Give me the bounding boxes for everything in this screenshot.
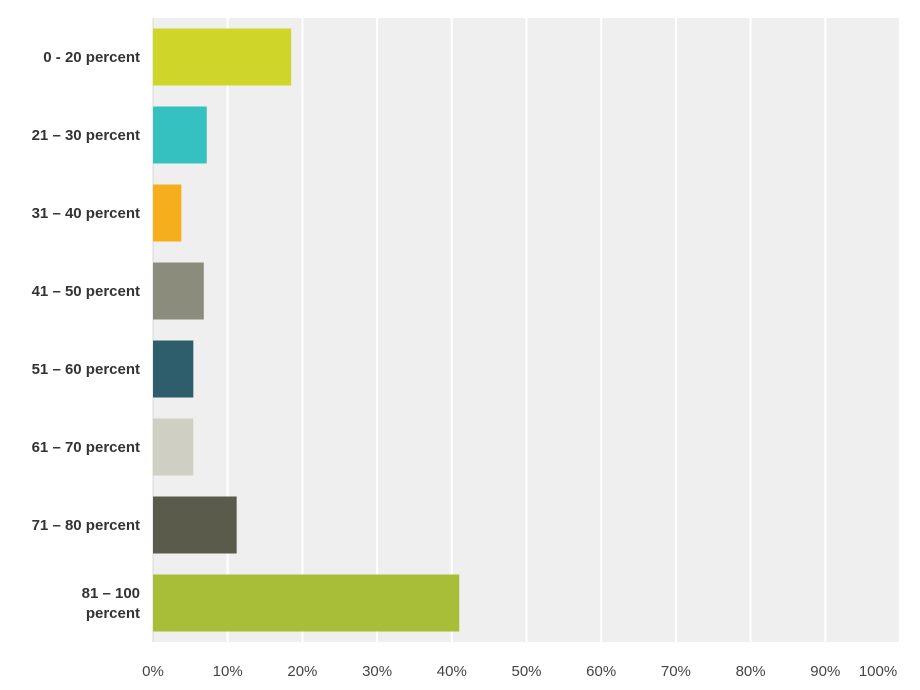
category-label-line: percent bbox=[86, 605, 140, 622]
category-label-line: 0 - 20 percent bbox=[43, 49, 140, 66]
category-label: 0 - 20 percent bbox=[43, 49, 140, 66]
x-tick-label: 60% bbox=[586, 663, 616, 680]
bar bbox=[153, 496, 237, 554]
x-tick-label: 30% bbox=[362, 663, 392, 680]
bar bbox=[153, 340, 194, 398]
category-label: 71 – 80 percent bbox=[32, 517, 140, 534]
bar bbox=[153, 418, 194, 476]
category-label: 61 – 70 percent bbox=[32, 439, 140, 456]
x-tick-label: 100% bbox=[859, 663, 897, 680]
x-tick-label: 40% bbox=[437, 663, 467, 680]
category-label: 31 – 40 percent bbox=[32, 205, 140, 222]
category-label: 21 – 30 percent bbox=[32, 127, 140, 144]
category-label-line: 21 – 30 percent bbox=[32, 127, 140, 144]
category-label-line: 31 – 40 percent bbox=[32, 205, 140, 222]
bars bbox=[153, 28, 460, 632]
category-label: 81 – 100 percent bbox=[82, 585, 140, 622]
bar bbox=[153, 262, 204, 320]
bar bbox=[153, 106, 207, 164]
x-tick-label: 70% bbox=[661, 663, 691, 680]
category-label-line: 81 – 100 bbox=[82, 585, 140, 602]
category-labels: 0 - 20 percent 21 – 30 percent 31 – 40 per… bbox=[32, 49, 140, 622]
category-label: 51 – 60 percent bbox=[32, 361, 140, 378]
bar bbox=[153, 574, 460, 632]
x-tick-labels: 0% 10% 20% 30% 40% 50% 60% 70% 80% 90% 100% bbox=[142, 663, 897, 680]
x-tick-label: 20% bbox=[287, 663, 317, 680]
x-tick-label: 10% bbox=[213, 663, 243, 680]
x-tick-label: 50% bbox=[511, 663, 541, 680]
category-label-line: 41 – 50 percent bbox=[32, 283, 140, 300]
category-label-line: 71 – 80 percent bbox=[32, 517, 140, 534]
x-tick-label: 0% bbox=[142, 663, 164, 680]
bar bbox=[153, 28, 292, 86]
category-label-line: 61 – 70 percent bbox=[32, 439, 140, 456]
category-label-line: 51 – 60 percent bbox=[32, 361, 140, 378]
bar bbox=[153, 184, 182, 242]
category-label: 41 – 50 percent bbox=[32, 283, 140, 300]
x-tick-label: 90% bbox=[810, 663, 840, 680]
x-tick-label: 80% bbox=[736, 663, 766, 680]
